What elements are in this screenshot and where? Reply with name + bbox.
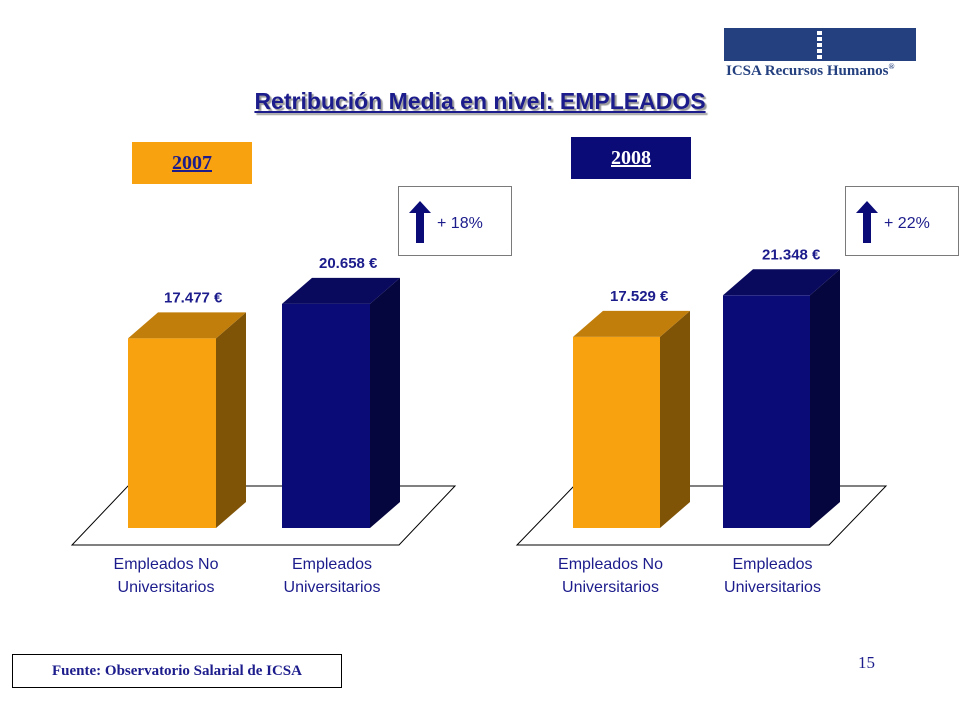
up-arrow-icon <box>856 201 878 243</box>
year-2007-label: 2007 <box>132 142 252 184</box>
bar-top <box>282 277 400 304</box>
bar-side <box>216 312 246 528</box>
bar <box>282 303 370 528</box>
category-label: Universitarios <box>118 579 215 596</box>
category-label: Universitarios <box>284 579 381 596</box>
bar-top <box>723 269 840 296</box>
increase-label: + 22% <box>884 215 930 232</box>
category-label: Empleados No <box>114 556 219 573</box>
increase-box-2008: + 22% <box>845 186 959 256</box>
increase-box-2007: + 18% <box>398 186 512 256</box>
logo-text: ICSA Recursos Humanos® <box>726 62 895 79</box>
data-label: 21.348 € <box>762 246 821 263</box>
category-label: Empleados No <box>558 556 663 573</box>
category-label: Empleados <box>732 556 812 573</box>
bar-side <box>660 310 690 528</box>
bar <box>573 336 660 528</box>
source-note: Fuente: Observatorio Salarial de ICSA <box>12 654 342 688</box>
up-arrow-icon <box>409 201 431 243</box>
category-label: Empleados <box>292 556 372 573</box>
data-label: 17.529 € <box>610 288 669 305</box>
data-label: 20.658 € <box>319 255 378 272</box>
data-label: 17.477 € <box>164 289 223 306</box>
bar-top <box>128 312 246 339</box>
page-number: 15 <box>858 653 875 672</box>
logo-dots-icon <box>817 31 823 61</box>
page-title: Retribución Media en nivel: EMPLEADOS <box>254 88 706 114</box>
bar <box>128 338 216 528</box>
category-label: Universitarios <box>724 579 821 596</box>
logo-banner <box>724 28 916 61</box>
bar-top <box>573 310 690 337</box>
icsa-logo: ICSA Recursos Humanos® <box>724 28 916 80</box>
bar <box>723 295 810 528</box>
bar-side <box>810 269 840 528</box>
category-label: Universitarios <box>562 579 659 596</box>
bar-side <box>370 277 400 528</box>
increase-label: + 18% <box>437 215 483 232</box>
year-2008-label: 2008 <box>571 137 691 179</box>
